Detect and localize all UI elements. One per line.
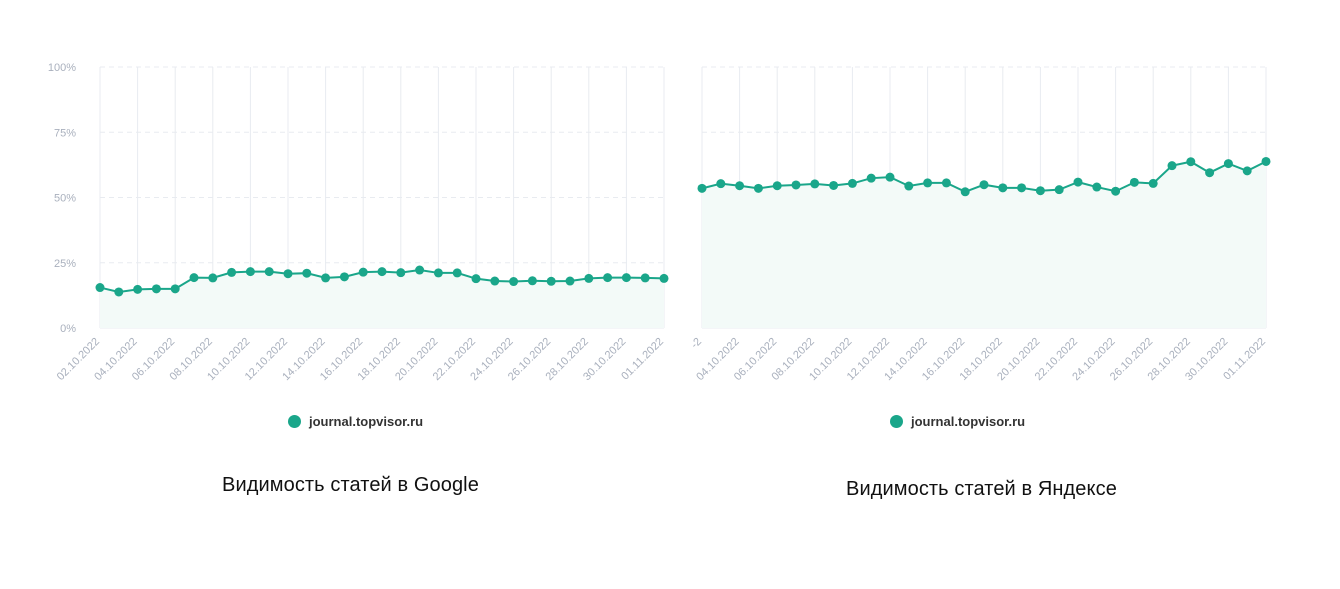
data-point[interactable] xyxy=(358,267,368,277)
legend-marker-icon xyxy=(288,415,301,428)
data-point[interactable] xyxy=(509,277,519,287)
data-point[interactable] xyxy=(1167,161,1177,171)
series-area xyxy=(702,161,1266,328)
yandex-chart-title: Видимость статей в Яндексе xyxy=(846,478,1117,500)
data-point[interactable] xyxy=(1017,183,1027,193)
data-point[interactable] xyxy=(941,178,951,188)
legend-marker-icon xyxy=(890,415,903,428)
legend-label: journal.topvisor.ru xyxy=(911,414,1026,429)
data-point[interactable] xyxy=(1148,178,1158,188)
y-tick-label: 25% xyxy=(54,258,76,270)
google-chart-title: Видимость статей в Google xyxy=(222,474,479,496)
data-point[interactable] xyxy=(772,181,782,191)
data-point[interactable] xyxy=(433,268,443,278)
y-tick-label: 100% xyxy=(48,62,76,74)
data-point[interactable] xyxy=(866,173,876,183)
data-point[interactable] xyxy=(1054,185,1064,195)
data-point[interactable] xyxy=(471,274,481,284)
data-point[interactable] xyxy=(1092,182,1102,192)
y-tick-label: 0% xyxy=(60,323,76,335)
data-point[interactable] xyxy=(227,267,237,277)
data-point[interactable] xyxy=(133,284,143,294)
data-point[interactable] xyxy=(716,179,726,189)
data-point[interactable] xyxy=(95,283,105,293)
data-point[interactable] xyxy=(810,179,820,189)
data-point[interactable] xyxy=(1073,177,1083,187)
data-point[interactable] xyxy=(396,268,406,278)
data-point[interactable] xyxy=(321,273,331,283)
data-point[interactable] xyxy=(998,183,1008,193)
data-point[interactable] xyxy=(208,273,218,283)
series-area xyxy=(100,270,664,328)
data-point[interactable] xyxy=(245,267,255,277)
data-point[interactable] xyxy=(753,183,763,193)
data-point[interactable] xyxy=(546,276,556,286)
data-point[interactable] xyxy=(885,172,895,182)
data-point[interactable] xyxy=(490,276,500,286)
data-point[interactable] xyxy=(1261,156,1271,166)
data-point[interactable] xyxy=(170,284,180,294)
data-point[interactable] xyxy=(151,284,161,294)
data-point[interactable] xyxy=(1035,186,1045,196)
data-point[interactable] xyxy=(302,268,312,278)
google-legend[interactable]: journal.topvisor.ru xyxy=(288,414,423,429)
data-point[interactable] xyxy=(584,273,594,283)
data-point[interactable] xyxy=(829,180,839,190)
x-tick-label: -2 xyxy=(689,336,704,351)
data-point[interactable] xyxy=(904,181,914,191)
data-point[interactable] xyxy=(603,273,613,283)
data-point[interactable] xyxy=(979,180,989,190)
data-point[interactable] xyxy=(697,183,707,193)
data-point[interactable] xyxy=(1205,168,1215,178)
data-point[interactable] xyxy=(1129,177,1139,187)
data-point[interactable] xyxy=(415,265,425,275)
data-point[interactable] xyxy=(659,273,669,283)
data-point[interactable] xyxy=(377,267,387,277)
data-point[interactable] xyxy=(791,180,801,190)
data-point[interactable] xyxy=(1186,157,1196,167)
data-point[interactable] xyxy=(1223,159,1233,169)
data-point[interactable] xyxy=(735,181,745,191)
data-point[interactable] xyxy=(452,268,462,278)
yandex-visibility-chart: -204.10.202206.10.202208.10.202210.10.20… xyxy=(689,66,1271,383)
data-point[interactable] xyxy=(283,269,293,279)
data-point[interactable] xyxy=(960,187,970,197)
data-point[interactable] xyxy=(189,273,199,283)
y-tick-label: 50% xyxy=(54,193,76,205)
yandex-legend[interactable]: journal.topvisor.ru xyxy=(890,414,1025,429)
google-visibility-chart: 0%25%50%75%100%02.10.202204.10.202206.10… xyxy=(48,62,669,383)
data-point[interactable] xyxy=(847,178,857,188)
y-tick-label: 75% xyxy=(54,127,76,139)
data-point[interactable] xyxy=(565,276,575,286)
legend-label: journal.topvisor.ru xyxy=(309,414,424,429)
data-point[interactable] xyxy=(1111,186,1121,196)
data-point[interactable] xyxy=(923,178,933,188)
data-point[interactable] xyxy=(264,267,274,277)
data-point[interactable] xyxy=(339,272,349,282)
data-point[interactable] xyxy=(527,276,537,286)
data-point[interactable] xyxy=(1242,166,1252,176)
data-point[interactable] xyxy=(640,273,650,283)
data-point[interactable] xyxy=(621,273,631,283)
data-point[interactable] xyxy=(114,287,124,297)
